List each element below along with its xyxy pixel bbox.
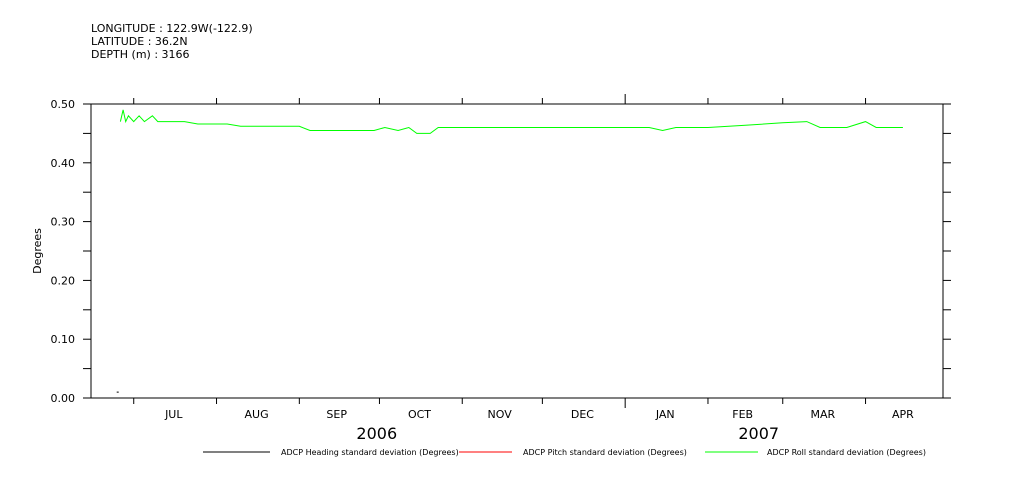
legend-item: ADCP Pitch standard deviation (Degrees) xyxy=(459,448,687,457)
y-axis-label: Degrees xyxy=(31,228,44,274)
y-tick-label: 0.10 xyxy=(51,333,76,346)
plot-frame xyxy=(90,103,944,399)
legend-label: ADCP Heading standard deviation (Degrees… xyxy=(281,448,459,457)
x-tick-label: AUG xyxy=(245,408,269,421)
longitude-text: LONGITUDE : 122.9W(-122.9) xyxy=(91,22,253,35)
depth-text: DEPTH (m) : 3166 xyxy=(91,48,190,61)
location-info: LONGITUDE : 122.9W(-122.9) LATITUDE : 36… xyxy=(91,22,253,61)
legend-label: ADCP Roll standard deviation (Degrees) xyxy=(767,448,926,457)
x-tick-label: FEB xyxy=(732,408,753,421)
series-layer xyxy=(116,109,903,393)
legend: ADCP Heading standard deviation (Degrees… xyxy=(203,448,926,457)
y-tick-label: 0.50 xyxy=(51,98,76,111)
legend-label: ADCP Pitch standard deviation (Degrees) xyxy=(523,448,687,457)
y-tick-label: 0.30 xyxy=(51,216,76,229)
x-tick-label: APR xyxy=(892,408,914,421)
y-tick-label: 0.00 xyxy=(51,392,76,405)
chart-axes xyxy=(90,103,944,399)
year-label: 2006 xyxy=(356,424,397,443)
year-label: 2007 xyxy=(738,424,779,443)
x-tick-label: NOV xyxy=(488,408,513,421)
y-tick-label: 0.40 xyxy=(51,157,76,170)
x-tick-label: JUL xyxy=(164,408,183,421)
x-tick-label: DEC xyxy=(571,408,594,421)
x-tick-label: MAR xyxy=(810,408,835,421)
series-2 xyxy=(119,109,903,134)
x-tick-label: SEP xyxy=(326,408,347,421)
x-tick-label: JAN xyxy=(655,408,675,421)
series-line xyxy=(119,109,903,134)
legend-item: ADCP Roll standard deviation (Degrees) xyxy=(705,448,926,457)
y-tick-label: 0.20 xyxy=(51,274,76,287)
legend-item: ADCP Heading standard deviation (Degrees… xyxy=(203,448,459,457)
chart-ticks: 0.00 0.10 0.20 0.30 0.40 0.50 JUL AUG SEP OCT NOV D… xyxy=(51,94,951,443)
x-tick-label: OCT xyxy=(408,408,431,421)
latitude-text: LATITUDE : 36.2N xyxy=(91,35,188,48)
